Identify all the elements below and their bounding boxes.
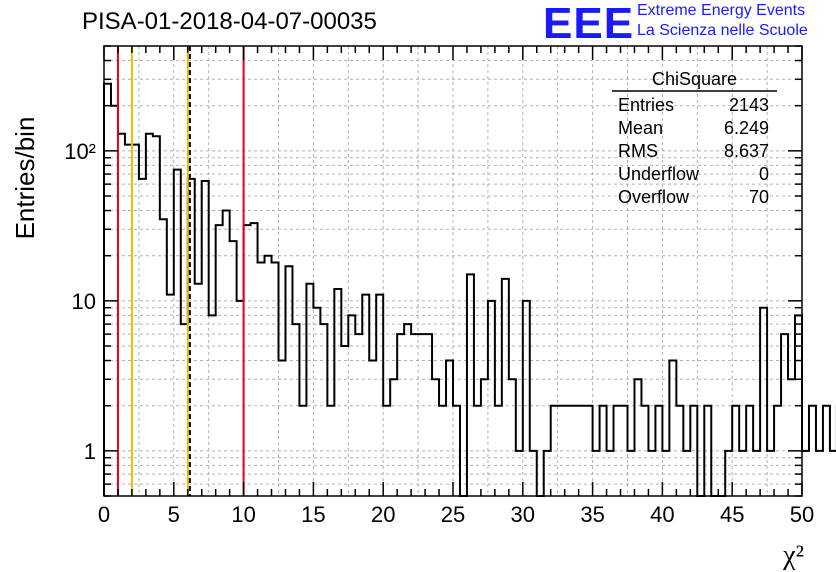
stats-row-value: 8.637: [724, 141, 769, 161]
y-tick-labels: 1 10 10²: [64, 139, 96, 464]
y-tick-label: 10: [72, 289, 96, 314]
x-tick-label: 10: [231, 502, 255, 527]
histogram-bars: [103, 82, 836, 497]
stats-row-value: 0: [759, 164, 769, 184]
logo-subtitle-line1: Extreme Energy Events: [637, 2, 806, 19]
stats-row-value: 6.249: [724, 118, 769, 138]
axis-ticks: [103, 45, 803, 497]
eee-logo: EEE: [543, 0, 635, 48]
x-axis-label: χ²: [782, 540, 804, 571]
stats-row-label: Entries: [618, 95, 674, 115]
x-tick-label: 5: [168, 502, 180, 527]
stats-title: ChiSquare: [652, 69, 737, 89]
stats-row-label: Underflow: [618, 164, 700, 184]
stats-row-label: Overflow: [618, 187, 690, 207]
stats-row-value: 2143: [729, 95, 769, 115]
chart-title: PISA-01-2018-04-07-00035: [82, 8, 377, 35]
y-axis-label: Entries/bin: [10, 117, 40, 240]
y-tick-label: 1: [84, 439, 96, 464]
x-tick-label: 30: [511, 502, 535, 527]
stats-row-label: RMS: [618, 141, 658, 161]
x-tick-label: 15: [301, 502, 325, 527]
x-tick-label: 0: [98, 502, 110, 527]
y-tick-label: 10²: [64, 139, 96, 164]
reference-lines: [116, 46, 245, 496]
histogram-series: [103, 82, 836, 497]
stats-row-value: 70: [749, 187, 769, 207]
x-tick-label: 20: [371, 502, 395, 527]
x-tick-label: 35: [580, 502, 604, 527]
x-tick-label: 25: [441, 502, 465, 527]
x-tick-labels: 0 5 10 15 20 25 30 35 40 45 50: [98, 502, 814, 527]
logo-subtitle-line2: La Scienza nelle Scuole: [637, 22, 808, 39]
x-tick-label: 40: [650, 502, 674, 527]
stats-row-label: Mean: [618, 118, 663, 138]
stats-box: ChiSquare Entries 2143 Mean 6.249 RMS 8.637 Und…: [612, 69, 777, 207]
x-tick-label: 45: [720, 502, 744, 527]
x-tick-label: 50: [790, 502, 814, 527]
